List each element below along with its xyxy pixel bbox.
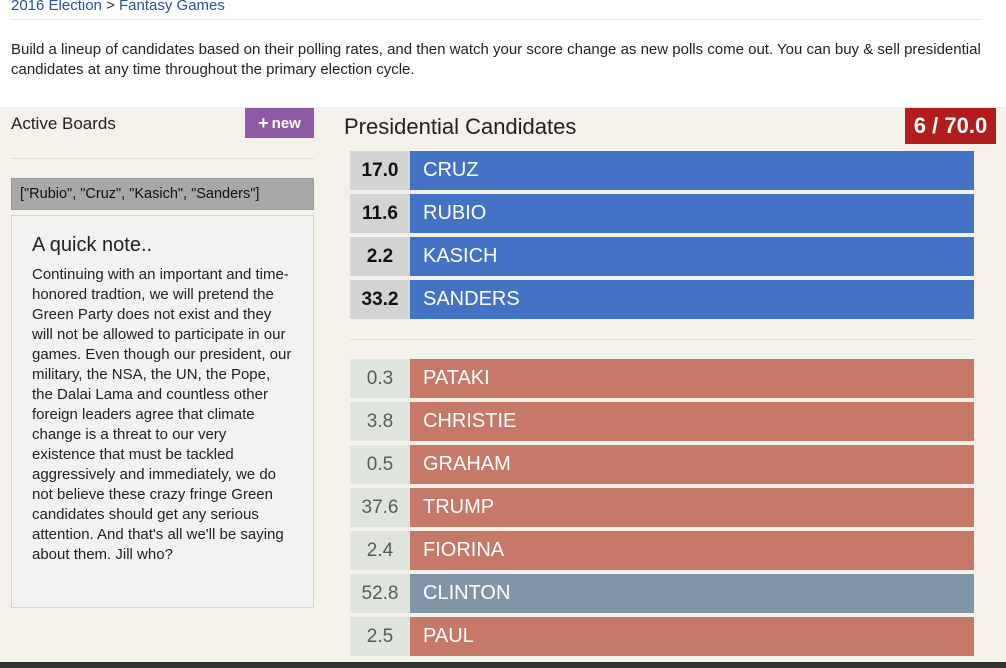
candidate-row-trump[interactable]: 37.6 TRUMP — [350, 488, 974, 527]
candidate-row-clinton[interactable]: 52.8 CLINTON — [350, 574, 974, 613]
candidate-poll-value: 3.8 — [350, 402, 410, 441]
candidate-name: TRUMP — [410, 488, 974, 527]
score-badge: 6 / 70.0 — [905, 108, 996, 144]
bottom-strip — [0, 662, 1006, 668]
board-item[interactable]: ["Rubio", "Cruz", "Kasich", "Sanders"] — [11, 178, 314, 210]
candidate-name: FIORINA — [410, 531, 974, 570]
selected-candidates-list: 17.0 CRUZ 11.6 RUBIO 2.2 KASICH 33.2 SANDERS — [350, 151, 974, 323]
quick-note-panel: A quick note.. Continuing with an import… — [11, 215, 314, 608]
candidate-poll-value: 2.5 — [350, 617, 410, 656]
list-divider — [350, 339, 974, 340]
quick-note-title: A quick note.. — [32, 234, 153, 256]
candidate-row-christie[interactable]: 3.8 CHRISTIE — [350, 402, 974, 441]
candidate-poll-value: 37.6 — [350, 488, 410, 527]
breadcrumb-link-election[interactable]: 2016 Election — [11, 0, 102, 14]
intro-text: Build a lineup of candidates based on th… — [11, 41, 981, 78]
plus-icon: + — [258, 113, 269, 133]
sidebar-divider — [11, 158, 314, 159]
candidate-row-pataki[interactable]: 0.3 PATAKI — [350, 359, 974, 398]
breadcrumb: 2016 Election > Fantasy Games — [11, 0, 981, 20]
breadcrumb-separator: > — [106, 0, 115, 14]
active-boards-title: Active Boards — [11, 114, 116, 133]
candidate-name: PAUL — [410, 617, 974, 656]
candidate-poll-value: 52.8 — [350, 574, 410, 613]
candidate-row-fiorina[interactable]: 2.4 FIORINA — [350, 531, 974, 570]
candidate-row-cruz[interactable]: 17.0 CRUZ — [350, 151, 974, 190]
candidate-poll-value: 0.3 — [350, 359, 410, 398]
candidate-poll-value: 0.5 — [350, 445, 410, 484]
candidate-row-graham[interactable]: 0.5 GRAHAM — [350, 445, 974, 484]
candidate-name: KASICH — [410, 237, 974, 276]
candidate-row-kasich[interactable]: 2.2 KASICH — [350, 237, 974, 276]
new-board-label: new — [271, 114, 301, 132]
breadcrumb-link-fantasy-games[interactable]: Fantasy Games — [119, 0, 225, 14]
candidate-poll-value: 2.2 — [350, 237, 410, 276]
candidate-name: PATAKI — [410, 359, 974, 398]
candidate-poll-value: 17.0 — [350, 151, 410, 190]
candidate-name: CRUZ — [410, 151, 974, 190]
candidate-row-sanders[interactable]: 33.2 SANDERS — [350, 280, 974, 319]
candidate-row-paul[interactable]: 2.5 PAUL — [350, 617, 974, 656]
candidate-poll-value: 11.6 — [350, 194, 410, 233]
candidate-row-rubio[interactable]: 11.6 RUBIO — [350, 194, 974, 233]
quick-note-body: Continuing with an important and time-ho… — [32, 266, 292, 563]
candidate-name: GRAHAM — [410, 445, 974, 484]
candidate-name: CLINTON — [410, 574, 974, 613]
candidate-poll-value: 33.2 — [350, 280, 410, 319]
candidate-name: CHRISTIE — [410, 402, 974, 441]
candidate-poll-value: 2.4 — [350, 531, 410, 570]
candidate-name: RUBIO — [410, 194, 974, 233]
new-board-button[interactable]: + new — [245, 108, 314, 138]
page-title: Presidential Candidates — [344, 114, 577, 139]
available-candidates-list: 0.3 PATAKI 3.8 CHRISTIE 0.5 GRAHAM 37.6 TRUMP 2.… — [350, 359, 974, 660]
candidate-name: SANDERS — [410, 280, 974, 319]
